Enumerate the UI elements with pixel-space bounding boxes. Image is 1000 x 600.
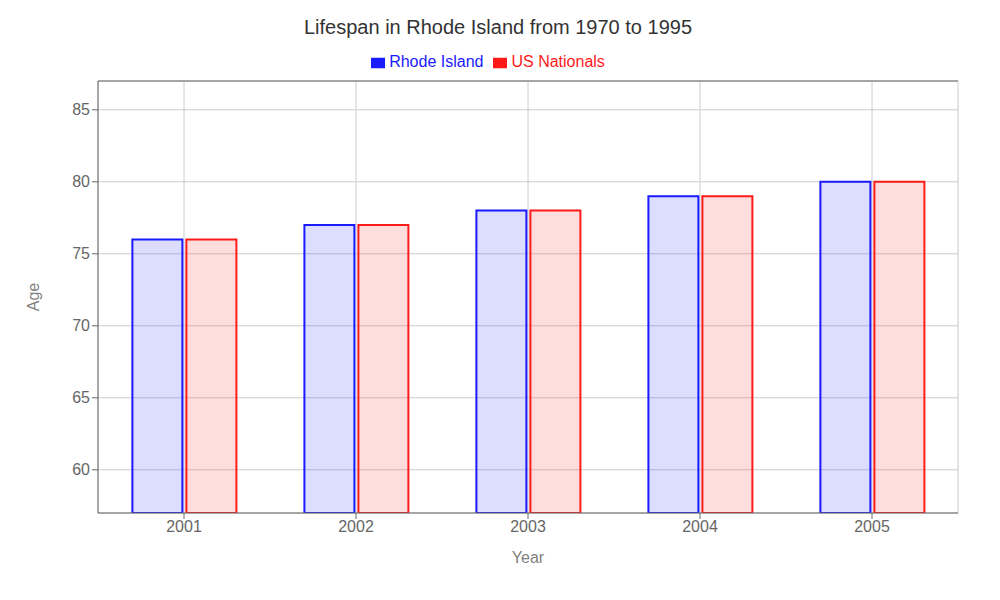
html-text:Lifespan in Rhode Island from: Lifespan in Rhode Island from 1970 to 19…: [304, 16, 692, 38]
svg-text:85: 85: [72, 101, 90, 118]
svg-text:2002: 2002: [338, 518, 374, 535]
svg-text:60: 60: [72, 461, 90, 478]
svg-text:2003: 2003: [510, 518, 546, 535]
svg-text:80: 80: [72, 173, 90, 190]
svg-text:2004: 2004: [682, 518, 718, 535]
html-text:US Nationals: US Nationals: [511, 53, 605, 70]
html-text:Rhode Island: Rhode Island: [389, 53, 484, 70]
svg-text:2001: 2001: [166, 518, 202, 535]
svg-text:2005: 2005: [854, 518, 890, 535]
svg-text:75: 75: [72, 245, 90, 262]
svg-text:Year: Year: [512, 549, 545, 566]
svg-text:65: 65: [72, 389, 90, 406]
svg-text:Age: Age: [25, 283, 42, 312]
svg-text:70: 70: [72, 317, 90, 334]
